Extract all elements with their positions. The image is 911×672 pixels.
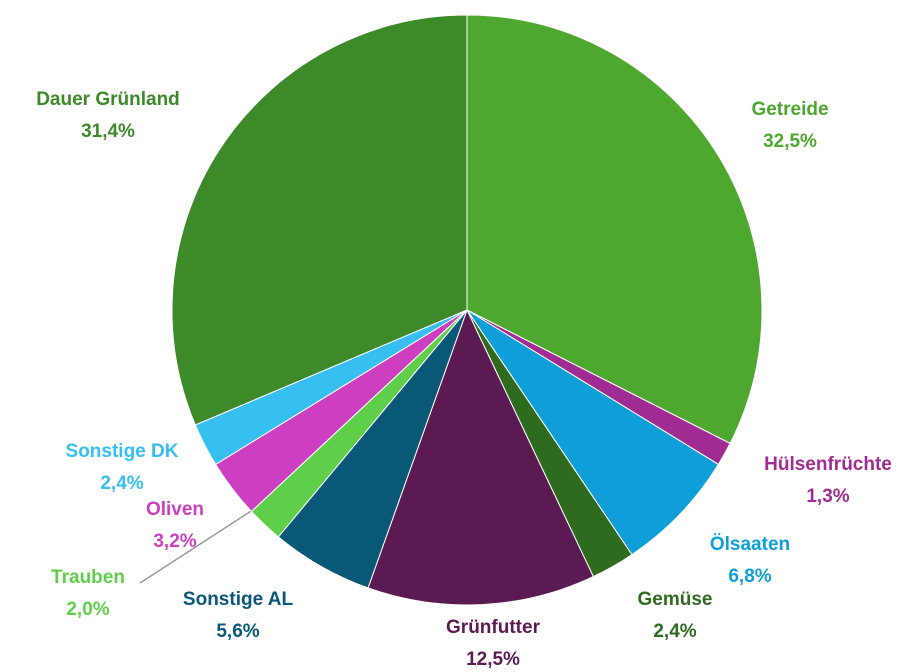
slice-label: Gemüse bbox=[638, 589, 713, 610]
slice-label: Getreide bbox=[751, 99, 828, 120]
slice-label: Trauben bbox=[51, 567, 125, 588]
slice-label: Sonstige DK bbox=[66, 441, 179, 462]
slice-value-label: 2,4% bbox=[653, 621, 696, 642]
slice-value-label: 6,8% bbox=[728, 566, 771, 587]
slice-value-label: 31,4% bbox=[81, 121, 135, 142]
pie-slice bbox=[466, 309, 720, 556]
slice-label: Dauer Grünland bbox=[36, 89, 180, 110]
slice-value-label: 2,4% bbox=[100, 473, 143, 494]
pie-slice bbox=[466, 14, 763, 445]
slice-label: Sonstige AL bbox=[183, 589, 294, 610]
slice-label: Oliven bbox=[146, 499, 204, 520]
slice-value-label: 5,6% bbox=[216, 621, 259, 642]
slice-label: Grünfutter bbox=[446, 617, 541, 638]
slice-value-label: 1,3% bbox=[806, 486, 849, 507]
slice-value-label: 3,2% bbox=[153, 531, 196, 552]
slice-label: Ölsaaten bbox=[710, 534, 790, 555]
slice-label: Hülsenfrüchte bbox=[764, 454, 892, 475]
leader-line bbox=[139, 503, 263, 584]
pie-slice bbox=[367, 308, 594, 606]
slice-value-label: 12,5% bbox=[466, 649, 520, 670]
slice-value-label: 32,5% bbox=[763, 131, 817, 152]
slice-value-label: 2,0% bbox=[66, 599, 109, 620]
pie-slice bbox=[171, 14, 468, 426]
